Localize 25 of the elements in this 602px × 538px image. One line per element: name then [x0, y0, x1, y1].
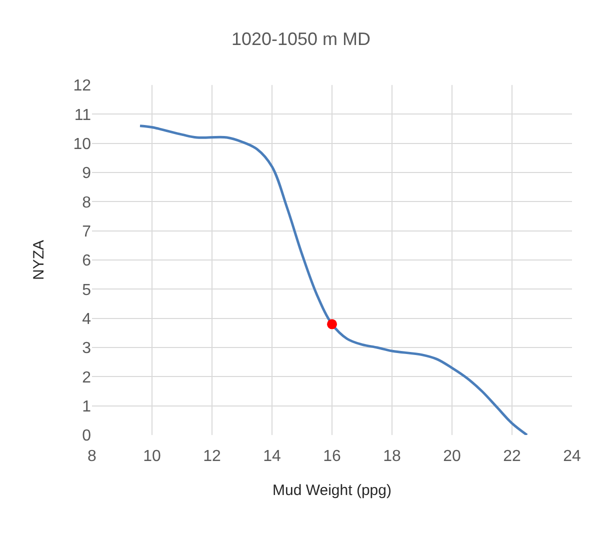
y-tick-label: 8	[82, 194, 92, 212]
y-tick-label: 6	[82, 252, 92, 270]
x-tick-label: 18	[383, 448, 401, 466]
x-tick-label: 24	[563, 448, 581, 466]
y-tick-label: 2	[82, 369, 92, 386]
y-tick-label: 0	[82, 428, 92, 445]
y-tick-label: 12	[73, 78, 92, 95]
x-tick-label: 10	[143, 448, 161, 466]
y-tick-label: 11	[74, 106, 92, 124]
x-tick-label: 22	[503, 448, 521, 466]
x-axis-title: Mud Weight (ppg)	[272, 482, 392, 500]
y-axis-title: NYZA	[30, 240, 48, 280]
x-tick-label: 16	[323, 448, 341, 466]
y-tick-label: 9	[82, 165, 92, 182]
x-tick-label: 12	[203, 448, 221, 466]
y-tick-label: 10	[73, 136, 92, 153]
y-tick-label: 1	[82, 398, 92, 416]
x-tick-label: 20	[443, 448, 461, 466]
line-series	[138, 124, 528, 435]
y-tick-label: 3	[82, 340, 92, 358]
y-tick-label: 4	[82, 310, 92, 328]
chart-title: 1020-1050 m MD	[231, 28, 371, 49]
x-tick-label: 14	[263, 448, 281, 466]
y-tick-label: 5	[82, 282, 92, 299]
y-tick-label: 7	[82, 223, 92, 240]
